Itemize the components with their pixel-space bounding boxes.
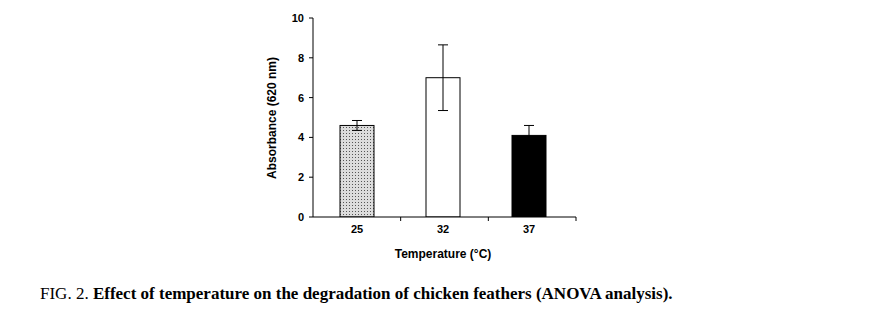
caption-label: FIG. 2. — [40, 284, 93, 303]
y-tick-label: 10 — [292, 12, 304, 24]
y-axis-label: Absorbance (620 nm) — [265, 57, 279, 179]
error-stem — [529, 125, 530, 145]
chart: 0 2 4 6 8 10 25 32 37 Temperature (°C) Absorbance … — [0, 0, 892, 317]
error-bar — [438, 45, 448, 111]
y-tick — [309, 97, 313, 98]
y-axis — [313, 18, 314, 217]
y-tick-label: 2 — [298, 171, 304, 183]
error-cap — [352, 120, 362, 121]
x-tick-label: 25 — [351, 223, 363, 235]
error-stem — [443, 45, 444, 111]
error-bar — [352, 120, 362, 130]
bar — [512, 135, 546, 217]
error-cap — [438, 110, 448, 111]
y-tick — [309, 57, 313, 58]
error-cap — [352, 130, 362, 131]
caption: FIG. 2. Effect of temperature on the deg… — [40, 284, 673, 303]
y-tick — [309, 177, 313, 178]
y-tick-label: 8 — [298, 52, 304, 64]
y-tick-label: 0 — [298, 211, 304, 223]
error-cap — [524, 125, 534, 126]
x-axis — [313, 217, 576, 218]
x-tick — [488, 217, 489, 221]
bar — [340, 125, 374, 217]
caption-text: Effect of temperature on the degradation… — [93, 284, 673, 303]
error-bar — [524, 125, 534, 145]
x-tick-label: 32 — [437, 223, 449, 235]
y-tick-label: 4 — [298, 131, 305, 143]
y-tick — [309, 137, 313, 138]
x-axis-label: Temperature (°C) — [395, 247, 492, 261]
bars — [340, 45, 546, 217]
error-cap — [524, 145, 534, 146]
error-cap — [438, 44, 448, 45]
y-tick — [309, 18, 313, 19]
x-tick — [576, 217, 577, 221]
y-tick — [309, 217, 313, 218]
y-tick-label: 6 — [298, 92, 304, 104]
x-tick-label: 37 — [523, 223, 535, 235]
x-tick — [400, 217, 401, 221]
error-stem — [357, 120, 358, 130]
